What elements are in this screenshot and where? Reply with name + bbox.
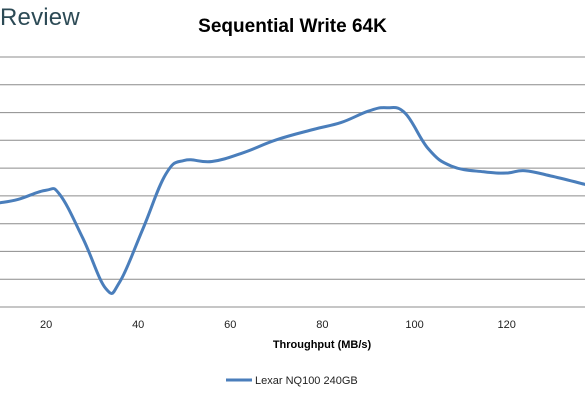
chart-title: Sequential Write 64K <box>198 16 387 37</box>
x-tick-labels: 20 40 60 80 100 120 <box>40 319 516 331</box>
legend-label: Lexar NQ100 240GB <box>255 375 358 387</box>
x-axis-title: Throughput (MB/s) <box>273 339 372 351</box>
x-tick-label: 60 <box>224 319 236 331</box>
x-tick-label: 120 <box>498 319 516 331</box>
x-tick-label: 40 <box>132 319 144 331</box>
gridlines <box>0 56 585 308</box>
brand-logo-text: Review <box>0 4 80 31</box>
x-tick-label: 100 <box>405 319 423 331</box>
series-layer <box>0 106 585 295</box>
legend: Lexar NQ100 240GB <box>226 375 358 387</box>
x-tick-label: 80 <box>316 319 328 331</box>
series-line-0 <box>0 106 585 295</box>
x-tick-label: 20 <box>40 319 52 331</box>
